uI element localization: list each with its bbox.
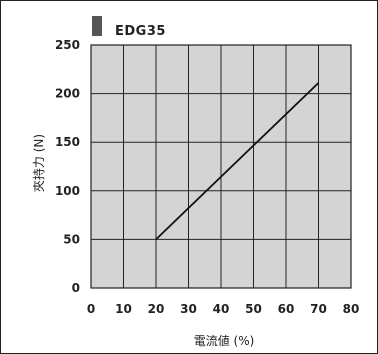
x-tick-label: 0 xyxy=(87,302,95,316)
y-tick-label: 0 xyxy=(72,281,80,295)
x-tick-label: 80 xyxy=(343,302,360,316)
y-axis-label: 夾持力 (N) xyxy=(31,134,46,192)
y-tick-label: 100 xyxy=(55,184,80,198)
y-tick-label: 250 xyxy=(55,38,80,52)
legend-label: EDG35 xyxy=(115,24,166,39)
x-tick-label: 10 xyxy=(115,302,132,316)
legend: EDG35 xyxy=(92,16,166,39)
x-tick-label: 30 xyxy=(180,302,197,316)
x-tick-label: 50 xyxy=(245,302,262,316)
plot-area: 0 10 20 30 40 50 60 70 80 0 50 100 150 200 250 xyxy=(55,38,359,316)
legend-swatch xyxy=(92,16,102,36)
plot-border xyxy=(90,44,352,289)
x-tick-label: 40 xyxy=(213,302,230,316)
y-tick-label: 200 xyxy=(55,87,80,101)
x-axis-label: 電流値 (%) xyxy=(194,333,255,348)
series-line xyxy=(155,82,320,241)
x-tick-label: 60 xyxy=(278,302,295,316)
x-tick-label: 20 xyxy=(148,302,165,316)
y-tick-label: 50 xyxy=(63,232,80,246)
x-tick-label: 70 xyxy=(310,302,327,316)
y-tick-label: 150 xyxy=(55,135,80,149)
